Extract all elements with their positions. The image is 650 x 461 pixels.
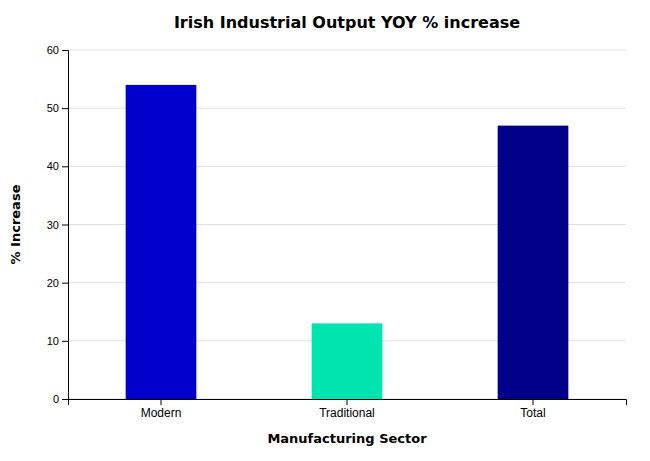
- x-tick: Total: [520, 399, 545, 420]
- y-tick: 20: [47, 277, 68, 289]
- y-tick-mark: [62, 166, 68, 167]
- y-tick: 50: [47, 102, 68, 114]
- y-tick-label: 0: [53, 393, 59, 405]
- y-tick-mark: [62, 225, 68, 226]
- bars: [126, 85, 569, 399]
- y-tick-label: 10: [47, 335, 59, 347]
- y-tick-label: 20: [47, 277, 59, 289]
- x-tick-mark: [347, 399, 348, 405]
- x-tick-mark: [533, 399, 534, 405]
- y-tick-label: 40: [47, 160, 59, 172]
- y-tick-mark: [62, 283, 68, 284]
- bar: [498, 126, 569, 399]
- y-tick-mark: [62, 50, 68, 51]
- y-axis-line: [62, 51, 69, 400]
- x-axis-title: Manufacturing Sector: [267, 431, 427, 446]
- y-tick: 0: [53, 393, 68, 405]
- x-tick: Modern: [141, 399, 182, 420]
- bar: [312, 323, 383, 399]
- x-tick-label: Traditional: [319, 406, 375, 420]
- y-axis-title: % Increase: [8, 184, 23, 264]
- y-tick: 30: [47, 219, 68, 231]
- plot: 0 10 20 30 40 50 60 Modern Traditional Total: [47, 44, 627, 420]
- x-axis: Modern Traditional Total: [69, 399, 627, 420]
- y-tick-label: 30: [47, 219, 59, 231]
- y-tick-mark: [62, 399, 68, 400]
- bar: [126, 85, 197, 399]
- y-tick-mark: [62, 341, 68, 342]
- x-tick-mark: [161, 399, 162, 405]
- grid: [68, 50, 626, 399]
- y-tick: 60: [47, 44, 68, 56]
- y-tick-label: 60: [47, 44, 59, 56]
- x-axis-line: [69, 400, 627, 406]
- x-tick: Traditional: [319, 399, 375, 420]
- y-tick-mark: [62, 108, 68, 109]
- y-tick-label: 50: [47, 102, 59, 114]
- chart: 0 10 20 30 40 50 60 Modern Traditional Total Irish…: [0, 0, 650, 461]
- y-tick: 10: [47, 335, 68, 347]
- title: Irish Industrial Output YOY % increase: [174, 13, 520, 32]
- y-axis: 0 10 20 30 40 50 60: [47, 44, 69, 405]
- grid-line: [68, 50, 626, 51]
- y-tick: 40: [47, 160, 68, 172]
- x-tick-label: Total: [520, 406, 545, 420]
- x-tick-label: Modern: [141, 406, 182, 420]
